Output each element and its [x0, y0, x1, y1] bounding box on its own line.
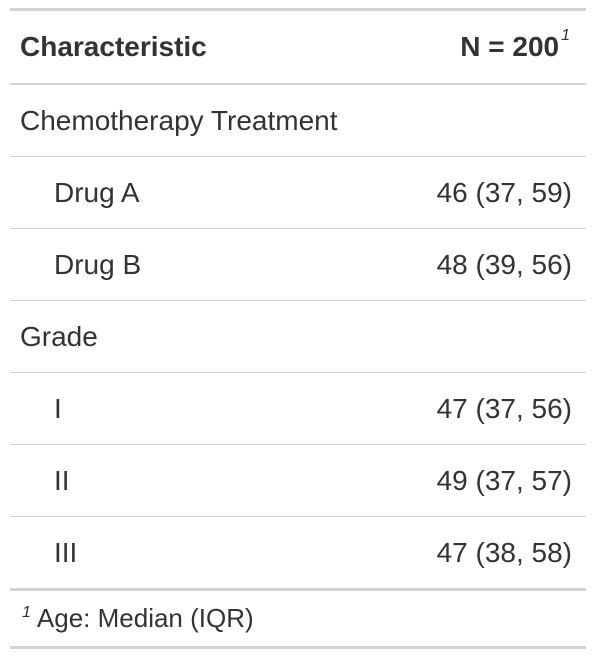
table-header: Characteristic N = 200 1: [10, 11, 586, 85]
table-row-drug-b: Drug B 48 (39, 56): [10, 229, 586, 301]
table-row-drug-a: Drug A 46 (37, 59): [10, 157, 586, 229]
table-row-grade-ii: II 49 (37, 57): [10, 445, 586, 517]
row-value: 48 (39, 56): [437, 249, 586, 281]
column-header-n: N = 200 1: [460, 31, 586, 63]
row-label: II: [10, 465, 70, 497]
summary-table: Characteristic N = 200 1 Chemotherapy Tre…: [10, 8, 586, 649]
footnote-marker: 1: [22, 604, 31, 622]
row-value: 49 (37, 57): [437, 465, 586, 497]
row-label: Chemotherapy Treatment: [10, 105, 338, 137]
column-header-n-label: N = 200: [460, 31, 559, 62]
row-value: 47 (37, 56): [437, 393, 586, 425]
table-row-group-grade: Grade: [10, 301, 586, 373]
row-label: I: [10, 393, 62, 425]
table-footnote: 1 Age: Median (IQR): [10, 591, 586, 649]
row-label: Drug A: [10, 177, 140, 209]
row-label: Grade: [10, 321, 98, 353]
footnote-text: Age: Median (IQR): [37, 603, 254, 634]
row-label: Drug B: [10, 249, 141, 281]
row-value: 46 (37, 59): [437, 177, 586, 209]
table-row-grade-iii: III 47 (38, 58): [10, 517, 586, 591]
table-row-grade-i: I 47 (37, 56): [10, 373, 586, 445]
column-header-characteristic: Characteristic: [10, 31, 207, 63]
row-value: 47 (38, 58): [437, 537, 586, 569]
row-label: III: [10, 537, 77, 569]
table-row-group-chemotherapy: Chemotherapy Treatment: [10, 85, 586, 157]
footnote-marker: 1: [561, 27, 570, 44]
